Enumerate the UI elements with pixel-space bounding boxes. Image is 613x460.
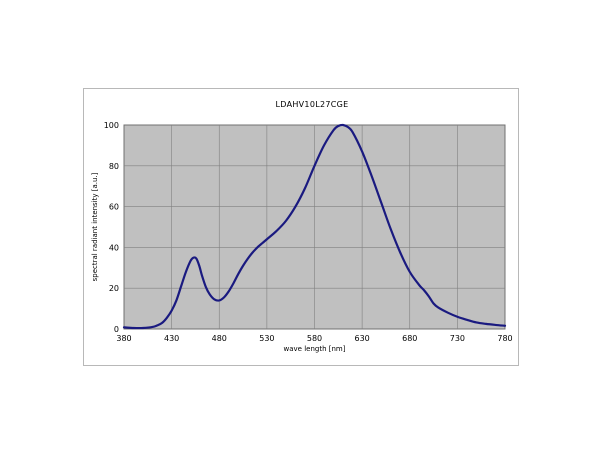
x-tick-label: 380 bbox=[116, 334, 131, 343]
y-axis-label: spectral radiant intensity [a.u.] bbox=[91, 172, 99, 281]
y-tick-label: 40 bbox=[109, 243, 119, 252]
y-tick-label: 0 bbox=[114, 325, 119, 334]
chart-frame: LDAHV10L27CGE 380 430 480 530 580 630 680 730 78… bbox=[83, 88, 519, 366]
y-tick-label: 60 bbox=[109, 203, 119, 212]
tick-labels: 380 430 480 530 580 630 680 730 780 0 20 40 60 80 100 bbox=[104, 121, 513, 343]
y-tick-label: 80 bbox=[109, 162, 119, 171]
x-tick-label: 630 bbox=[354, 334, 369, 343]
y-tick-label: 20 bbox=[109, 284, 119, 293]
x-tick-label: 480 bbox=[212, 334, 227, 343]
x-tick-label: 580 bbox=[307, 334, 322, 343]
spectrum-series-line bbox=[122, 123, 507, 330]
x-tick-label: 530 bbox=[259, 334, 274, 343]
chart-title: LDAHV10L27CGE bbox=[276, 100, 349, 109]
x-tick-label: 730 bbox=[450, 334, 465, 343]
x-tick-label: 430 bbox=[164, 334, 179, 343]
y-tick-label: 100 bbox=[104, 121, 119, 130]
x-tick-label: 780 bbox=[497, 334, 512, 343]
x-axis-label: wave length [nm] bbox=[284, 345, 346, 353]
spectrum-chart: LDAHV10L27CGE 380 430 480 530 580 630 680 730 78… bbox=[91, 100, 513, 353]
grid-lines bbox=[124, 125, 505, 329]
x-tick-label: 680 bbox=[402, 334, 417, 343]
